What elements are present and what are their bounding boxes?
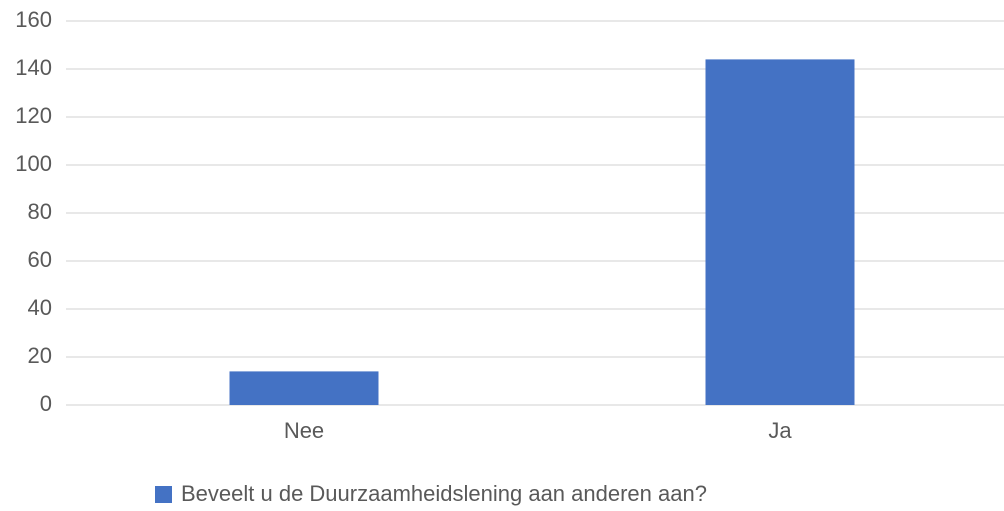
y-tick-label: 60 [28, 247, 52, 272]
y-tick-label: 100 [15, 151, 52, 176]
y-tick-label: 80 [28, 199, 52, 224]
y-tick-label: 160 [15, 7, 52, 32]
legend-swatch [155, 486, 172, 503]
bar [705, 59, 855, 406]
bar [229, 371, 379, 405]
x-tick-label: Nee [284, 418, 324, 443]
legend-label: Beveelt u de Duurzaamheidslening aan and… [181, 481, 707, 506]
y-tick-label: 40 [28, 295, 52, 320]
y-tick-label: 120 [15, 103, 52, 128]
y-tick-label: 140 [15, 55, 52, 80]
y-tick-label: 20 [28, 343, 52, 368]
x-tick-label: Ja [768, 418, 792, 443]
y-tick-label: 0 [40, 391, 52, 416]
